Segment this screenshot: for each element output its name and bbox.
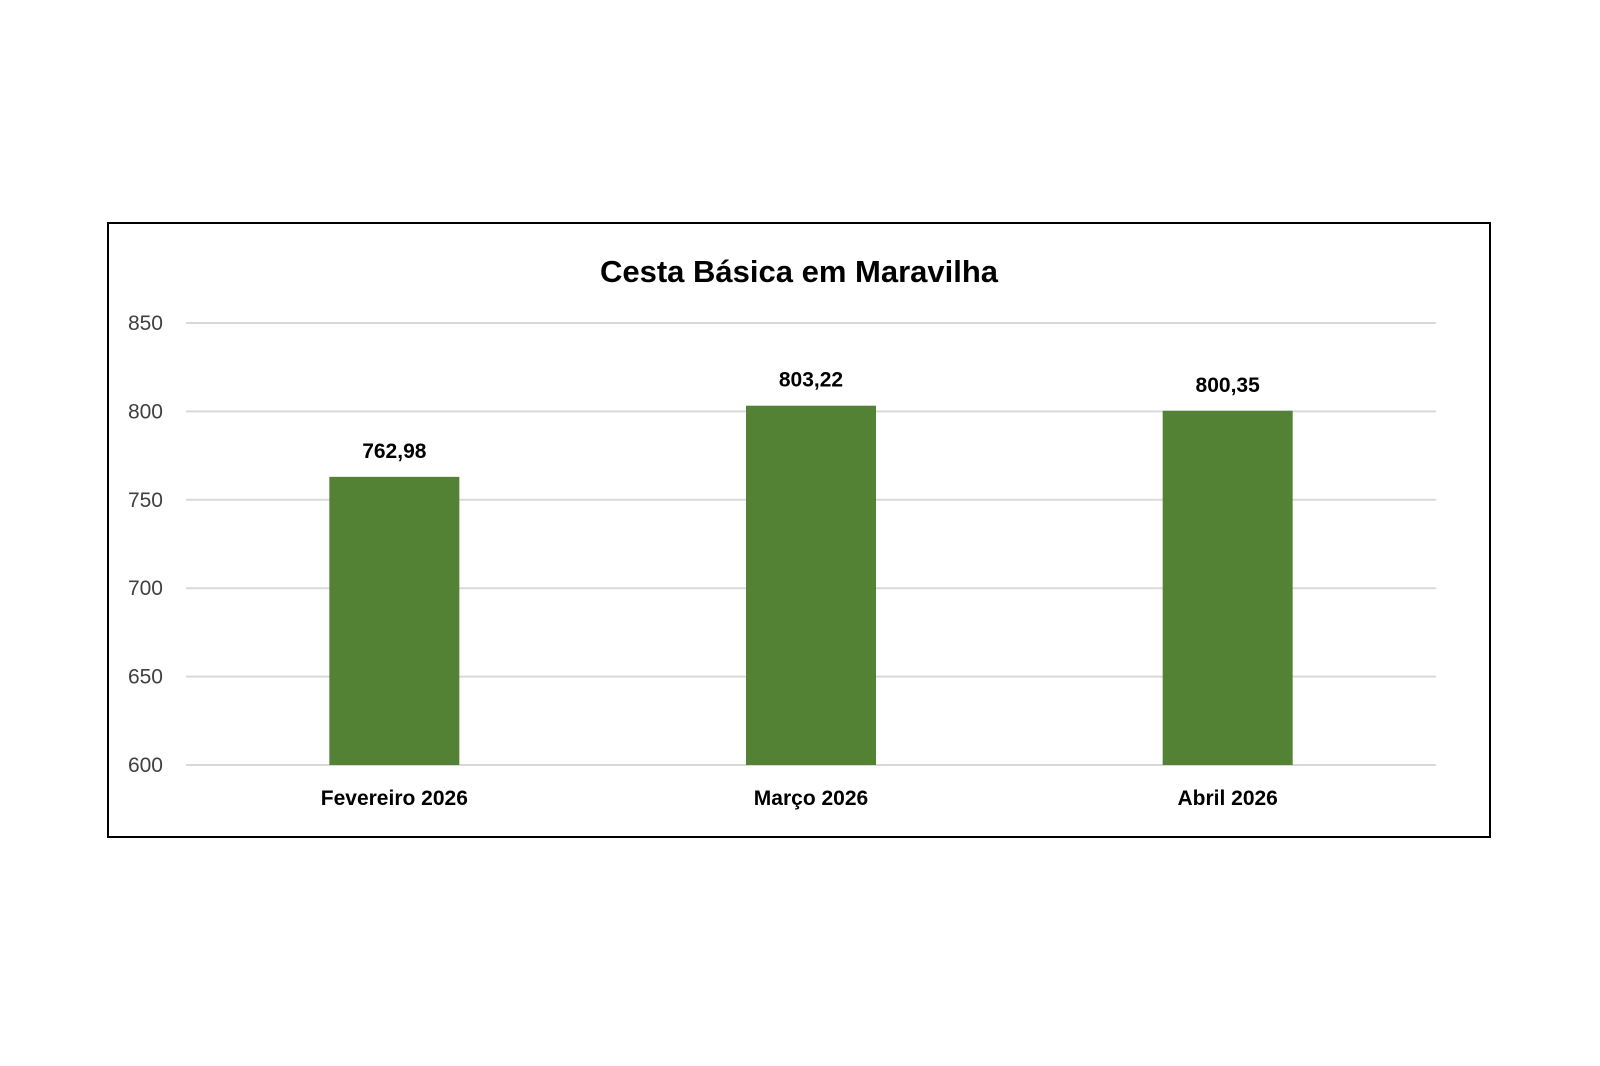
y-tick-label: 600 (128, 754, 163, 777)
bar-1 (329, 476, 460, 765)
data-labels: 762,98 803,22 800,35 (362, 369, 1260, 463)
y-tick-label: 800 (128, 400, 163, 423)
chart-frame: Cesta Básica em Maravilha 600 650 700 750 80… (107, 222, 1491, 838)
category-label: Fevereiro 2026 (321, 787, 468, 810)
bar-3 (1162, 410, 1293, 765)
bars (329, 405, 1293, 765)
y-tick-label: 850 (128, 312, 163, 335)
data-label: 800,35 (1196, 374, 1261, 397)
bar-2 (746, 405, 876, 765)
category-label: Abril 2026 (1177, 787, 1277, 810)
bar-chart: Cesta Básica em Maravilha 600 650 700 750 80… (128, 254, 1436, 810)
chart-title: Cesta Básica em Maravilha (600, 254, 999, 289)
data-label: 803,22 (779, 369, 843, 392)
y-tick-label: 650 (128, 666, 163, 689)
data-label: 762,98 (362, 440, 427, 463)
x-axis-categories: Fevereiro 2026 Março 2026 Abril 2026 (321, 787, 1278, 810)
y-axis-ticks: 600 650 700 750 800 850 (128, 312, 163, 777)
y-tick-label: 700 (128, 577, 163, 600)
y-tick-label: 750 (128, 489, 163, 512)
category-label: Março 2026 (754, 787, 868, 810)
